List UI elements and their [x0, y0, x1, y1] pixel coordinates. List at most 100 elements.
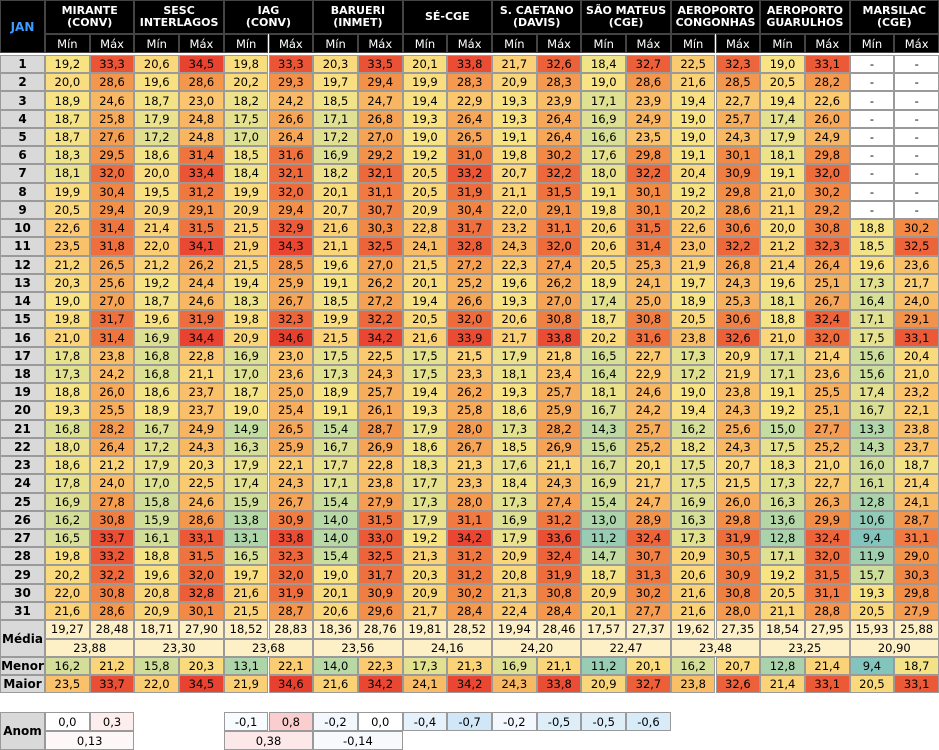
temp-cell: 21,6 — [223, 583, 269, 602]
temp-cell: 18,7 — [223, 383, 269, 402]
temp-cell: 25,6 — [715, 419, 761, 438]
temp-cell: 21,0 — [804, 456, 850, 475]
station-name-line: SÉ-CGE — [424, 10, 470, 23]
temp-cell: 30,3 — [894, 565, 939, 584]
temp-cell: 19,2 — [670, 182, 716, 201]
mean-cell: 25,88 — [894, 620, 939, 639]
highest-cell: 34,2 — [357, 675, 403, 694]
temp-cell: 19,4 — [670, 91, 716, 110]
temp-cell: 31,4 — [626, 237, 671, 256]
temp-cell: 19,8 — [581, 200, 627, 220]
temp-cell: 19,1 — [313, 401, 358, 420]
temp-cell: 31,0 — [447, 146, 492, 165]
temp-cell: 33,1 — [804, 55, 850, 74]
temp-cell: 18,6 — [492, 401, 537, 420]
temp-cell: 24,3 — [715, 127, 761, 147]
temp-cell: 19,6 — [760, 273, 805, 292]
temp-cell: 33,2 — [89, 547, 135, 566]
temp-cell: 23,2 — [492, 219, 537, 238]
temp-cell: 23,9 — [536, 91, 582, 110]
temp-cell: 19,3 — [492, 291, 537, 311]
temp-cell: 19,0 — [581, 73, 627, 92]
max-label: Máx — [89, 34, 135, 53]
temp-cell: 26,0 — [715, 492, 761, 511]
lowest-cell: 22,3 — [357, 657, 403, 676]
temp-cell: 19,3 — [492, 91, 537, 110]
temp-cell: 17,2 — [313, 127, 358, 147]
mean-cell: 28,48 — [89, 620, 135, 639]
temp-cell: 21,2 — [134, 255, 180, 274]
temp-cell: 21,7 — [626, 474, 671, 493]
temp-cell: 19,1 — [760, 164, 805, 183]
temp-cell: 19,3 — [492, 109, 537, 128]
day-label: 19 — [0, 383, 45, 402]
temp-cell: 18,4 — [581, 55, 627, 74]
temp-cell: 28,6 — [179, 510, 224, 529]
temp-cell: 26,7 — [268, 291, 314, 311]
temp-cell: 33,5 — [357, 55, 403, 74]
temp-cell: 14,3 — [849, 437, 895, 457]
lowest-cell: 16,2 — [670, 657, 716, 676]
day-label: 23 — [0, 456, 45, 475]
temp-cell: 26,5 — [447, 127, 492, 147]
temp-cell: 18,5 — [223, 146, 269, 165]
temp-cell: 16,1 — [849, 474, 895, 493]
temp-cell: 30,4 — [89, 182, 135, 201]
temp-cell: 24,2 — [268, 91, 314, 110]
day-label: 16 — [0, 328, 45, 347]
temp-cell: 23,6 — [894, 255, 939, 274]
temp-cell: 19,2 — [402, 528, 448, 548]
temp-cell: 17,3 — [45, 364, 90, 384]
temp-cell: 17,9 — [402, 510, 448, 529]
temp-cell: 14,9 — [223, 419, 269, 438]
temp-cell: 25,2 — [804, 437, 850, 457]
temp-cell: 28,5 — [715, 73, 761, 92]
lowest-cell: 20,7 — [715, 657, 761, 676]
temp-cell: 24,8 — [179, 127, 224, 147]
temp-cell: 31,1 — [894, 528, 939, 548]
temp-cell: 19,4 — [670, 401, 716, 420]
temp-cell: 19,8 — [223, 310, 269, 329]
station-header: AEROPORTO CONGONHAS — [670, 0, 761, 34]
temp-cell: 18,3 — [402, 456, 448, 475]
station-header: AEROPORTO GUARULHOS — [760, 0, 850, 34]
temp-cell: 33,6 — [536, 528, 582, 548]
temp-cell: 34,4 — [179, 328, 224, 347]
temp-cell: 20,6 — [134, 55, 180, 74]
temp-cell: 16,9 — [223, 346, 269, 365]
temp-cell: 20,5 — [849, 601, 895, 621]
temp-cell: 22,6 — [45, 219, 90, 238]
temp-cell: 20,6 — [581, 219, 627, 238]
anomaly-label: Anom — [0, 712, 45, 750]
temp-cell: 34,6 — [268, 328, 314, 347]
temp-cell: 21,4 — [804, 346, 850, 365]
temp-cell: 21,9 — [715, 364, 761, 384]
temp-cell: 22,7 — [715, 91, 761, 110]
temp-cell: - — [894, 109, 939, 128]
temp-cell: 30,5 — [715, 547, 761, 566]
mean-label: Média — [0, 620, 45, 658]
temp-cell: 19,9 — [313, 310, 358, 329]
temp-cell: 19,4 — [223, 273, 269, 292]
temp-cell: 34,3 — [268, 237, 314, 256]
max-label: Máx — [268, 34, 314, 53]
temp-cell: 25,0 — [268, 383, 314, 402]
station-name-line: SÃO MATEUS — [586, 4, 667, 17]
mean-cell: 28,76 — [357, 620, 403, 639]
temp-cell: 12,8 — [760, 528, 805, 548]
temp-cell: 18,6 — [134, 383, 180, 402]
temp-cell: 26,5 — [89, 255, 135, 274]
temp-cell: 17,9 — [134, 456, 180, 475]
lowest-cell: 18,7 — [894, 657, 939, 676]
temp-cell: 27,0 — [536, 291, 582, 311]
temp-cell: 28,0 — [715, 601, 761, 621]
temp-cell: 21,0 — [760, 182, 805, 201]
temp-cell: - — [894, 164, 939, 183]
temp-cell: 21,7 — [492, 328, 537, 347]
temp-cell: 16,2 — [670, 419, 716, 438]
temp-cell: 11,2 — [581, 528, 627, 548]
temp-cell: 21,5 — [447, 346, 492, 365]
temp-cell: 18,9 — [581, 273, 627, 292]
temp-cell: 18,1 — [760, 291, 805, 311]
anomaly-cell: 0,3 — [89, 712, 135, 731]
